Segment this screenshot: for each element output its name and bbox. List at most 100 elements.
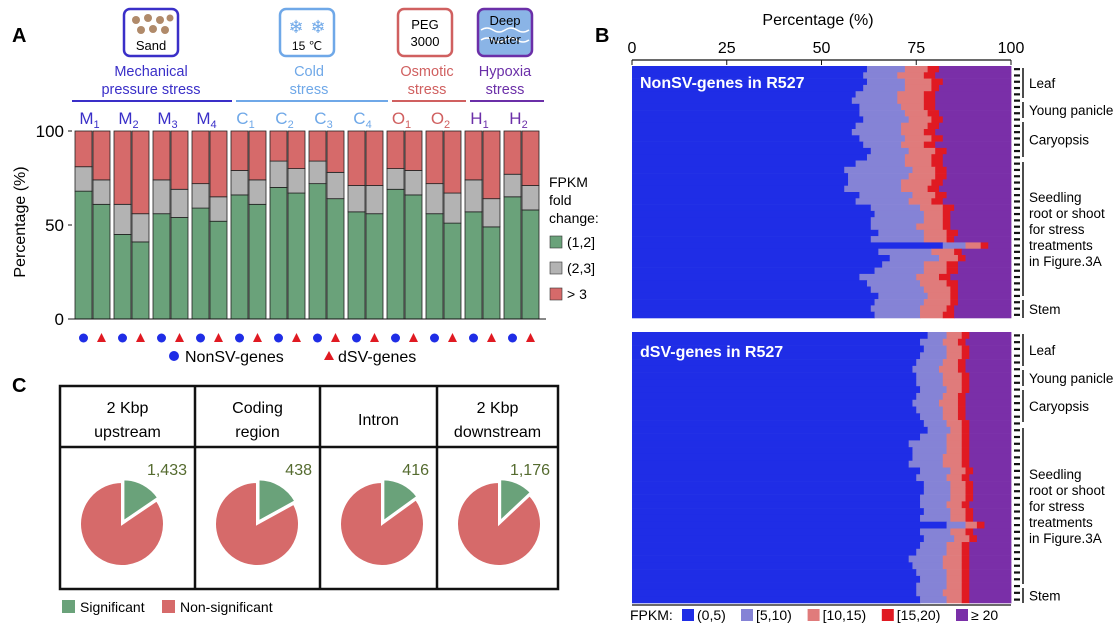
- stack-segment-37-2: [946, 582, 963, 590]
- tissue-label: root or shoot: [1029, 206, 1105, 221]
- stack-segment-37-0: [632, 299, 875, 306]
- significant-count: 416: [402, 462, 429, 479]
- tissue-label: Young panicle: [1029, 371, 1113, 386]
- stack-segment-15-3: [961, 433, 970, 441]
- stack-segment-5-3: [957, 365, 966, 373]
- stack-segment-5-2: [897, 97, 925, 105]
- stack-segment-32-2: [946, 548, 963, 556]
- fpkm-legend: FPKM: (0,5) [5,10) [10,15) [15,20) ≥ 20: [630, 607, 998, 623]
- fold-legend-label-3: > 3: [567, 286, 587, 302]
- stack-segment-15-1: [855, 160, 906, 168]
- stack-segment-2-2: [946, 345, 963, 353]
- fold-legend-swatch-1: [549, 235, 563, 249]
- panel-a-ytick-100: 100: [36, 122, 64, 141]
- stack-segment-15-1: [920, 433, 947, 441]
- stack-segment-18-0: [632, 179, 849, 186]
- nonsv-marker: [391, 333, 400, 343]
- stack-segment-4-3: [957, 359, 966, 367]
- stack-segment-28-4: [984, 521, 1012, 529]
- stack-segment-15-0: [632, 160, 857, 168]
- stack-segment-7-0: [632, 110, 860, 117]
- stack-segment-27-4: [954, 236, 1012, 243]
- stack-segment-31-0: [632, 261, 883, 268]
- fold-legend-title-1: FPKM: [549, 174, 588, 190]
- stack-segment-39-1: [920, 596, 947, 604]
- panel-a-ylabel: Percentage (%): [12, 166, 29, 277]
- stack-segment-0-0: [632, 332, 929, 340]
- fpkm-legend-label: [10,15): [823, 607, 867, 623]
- bar-segment-dsv-0-0: [92, 203, 111, 320]
- stack-segment-30-0: [632, 535, 925, 543]
- stack-segment-30-1: [889, 255, 940, 262]
- stack-segment-35-0: [632, 569, 917, 577]
- stack-segment-38-1: [870, 305, 921, 312]
- stack-segment-2-1: [923, 345, 947, 353]
- stack-segment-34-3: [961, 562, 970, 570]
- fpkm-legend-swatch: [682, 609, 694, 621]
- stack-segment-7-2: [904, 110, 929, 117]
- stack-segment-37-4: [957, 299, 1012, 306]
- stack-segment-10-4: [935, 129, 1012, 136]
- stack-segment-16-3: [961, 440, 970, 448]
- stack-segment-35-1: [870, 286, 925, 294]
- stack-segment-16-1: [908, 440, 947, 448]
- group-label-hyp-2: stress: [486, 82, 525, 98]
- stack-segment-26-3: [946, 229, 959, 237]
- bar-segment-dsv-4-0: [248, 203, 267, 320]
- stack-segment-4-2: [942, 359, 959, 367]
- stack-segment-21-4: [942, 198, 1012, 205]
- bar-segment-nonsv-4-2: [230, 130, 249, 171]
- stack-segment-11-0: [632, 135, 860, 142]
- group-label-cold-2: stress: [290, 82, 329, 98]
- stack-segment-22-3: [942, 204, 955, 212]
- stack-segment-6-0: [632, 372, 917, 380]
- bar-segment-dsv-8-1: [404, 170, 423, 196]
- stack-segment-33-0: [632, 273, 860, 281]
- stack-segment-22-2: [920, 204, 944, 212]
- stack-segment-32-0: [632, 548, 917, 556]
- stack-segment-26-4: [957, 229, 1012, 237]
- tissue-label: Stem: [1029, 302, 1061, 317]
- stack-segment-27-2: [950, 514, 966, 522]
- stack-segment-35-3: [950, 286, 959, 294]
- stack-segment-21-3: [931, 198, 944, 205]
- region-header: Coding: [232, 400, 283, 417]
- dsv-marker: [409, 333, 418, 342]
- stack-segment-24-0: [632, 494, 921, 502]
- stack-segment-17-0: [632, 173, 849, 180]
- stack-segment-34-1: [912, 562, 944, 570]
- stack-segment-11-3: [957, 406, 966, 414]
- stack-segment-32-4: [957, 267, 1012, 275]
- stack-segment-37-4: [969, 582, 1012, 590]
- stack-segment-9-3: [927, 122, 940, 130]
- stack-segment-14-3: [931, 154, 944, 161]
- bar-segment-nonsv-3-2: [191, 130, 210, 185]
- category-label: M4: [196, 109, 216, 131]
- bar-segment-nonsv-7-1: [347, 185, 366, 213]
- stack-segment-0-2: [904, 66, 929, 73]
- stack-segment-34-4: [969, 562, 1012, 570]
- bar-segment-nonsv-2-1: [152, 179, 171, 215]
- stack-segment-9-4: [938, 122, 1012, 130]
- stack-segment-24-4: [973, 494, 1012, 502]
- tissue-label: in Figure.3A: [1029, 531, 1102, 546]
- bar-segment-nonsv-11-1: [503, 173, 522, 198]
- stack-segment-16-1: [844, 166, 913, 174]
- stack-segment-1-3: [957, 338, 966, 346]
- stack-segment-7-3: [927, 110, 940, 117]
- stack-segment-17-4: [946, 173, 1012, 180]
- category-label: H1: [470, 109, 488, 131]
- stack-segment-8-1: [920, 386, 947, 394]
- stack-segment-17-2: [908, 173, 936, 180]
- nonsv-marker: [118, 333, 127, 343]
- stack-segment-13-0: [632, 147, 872, 155]
- tissue-label: Caryopsis: [1029, 399, 1089, 414]
- stack-segment-12-3: [957, 413, 966, 421]
- stack-segment-3-3: [931, 84, 940, 92]
- stack-segment-5-2: [938, 365, 959, 373]
- stack-segment-5-4: [965, 365, 1012, 373]
- stack-segment-3-4: [938, 84, 1012, 92]
- stack-segment-0-2: [946, 332, 963, 340]
- stack-segment-3-4: [969, 352, 1012, 360]
- dsv-marker: [292, 333, 301, 342]
